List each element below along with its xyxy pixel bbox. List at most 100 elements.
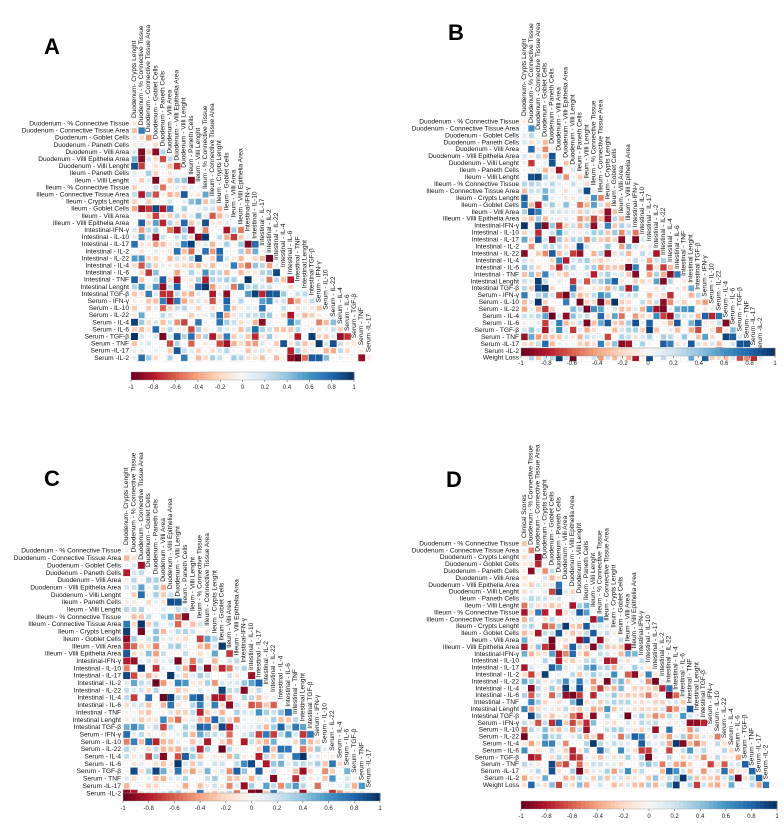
- heatmap-cell: [218, 664, 226, 672]
- heatmap-cell: [146, 256, 152, 261]
- heatmap-cell: [146, 327, 151, 332]
- row-label: Duodenum - % Connective Tissue: [419, 540, 519, 547]
- heatmap-cell: [182, 679, 189, 687]
- colorbar-segment: [183, 372, 188, 380]
- heatmap-cell: [182, 327, 187, 332]
- heatmap-cell: [240, 686, 248, 694]
- heatmap-cell: [577, 672, 583, 677]
- heatmap-cell: [536, 265, 541, 270]
- heatmap-cell: [211, 342, 215, 346]
- colorbar-segment: [217, 793, 222, 801]
- heatmap-cell: [296, 285, 300, 289]
- heatmap-cell: [292, 775, 300, 782]
- column-label: Serum - IL-22: [721, 697, 728, 738]
- heatmap-cell: [161, 349, 165, 353]
- heatmap-cell: [522, 672, 527, 677]
- heatmap-cell: [640, 341, 646, 347]
- column-label: Serum - TGF-β: [351, 294, 358, 339]
- heatmap-cell: [522, 548, 527, 553]
- heatmap-cell: [605, 341, 611, 347]
- colorbar-segment: [234, 793, 240, 801]
- heatmap-cell: [549, 603, 555, 608]
- heatmap-cell: [270, 724, 277, 730]
- heatmap-cell: [196, 220, 201, 226]
- colorbar-tick-label: -0.2: [215, 385, 226, 391]
- heatmap-cell: [639, 686, 645, 691]
- heatmap-cell: [604, 657, 611, 664]
- heatmap-cell: [597, 644, 603, 650]
- heatmap-cell: [619, 721, 623, 725]
- colorbar-segment: [260, 793, 265, 801]
- heatmap-cell: [604, 727, 610, 733]
- heatmap-cell: [197, 761, 203, 767]
- heatmap-cell: [278, 717, 284, 723]
- heatmap-cell: [535, 229, 542, 236]
- heatmap-cell: [184, 703, 187, 707]
- heatmap-cell: [537, 659, 540, 662]
- heatmap-cell: [220, 783, 225, 789]
- heatmap-cell: [522, 575, 527, 581]
- heatmap-cell: [605, 230, 611, 236]
- colorbar-segment: [745, 348, 750, 356]
- heatmap-cell: [218, 306, 222, 310]
- row-label: Intestinal - IL-10: [74, 665, 122, 672]
- heatmap-cell: [542, 167, 548, 173]
- colorbar-segment: [331, 372, 336, 380]
- heatmap-cell: [521, 222, 528, 230]
- heatmap-cell: [563, 706, 569, 712]
- heatmap-cell: [591, 341, 597, 347]
- heatmap-cell: [217, 291, 222, 297]
- heatmap-cell: [209, 248, 216, 255]
- heatmap-cell: [234, 702, 240, 708]
- row-label: Serum - IL-4: [482, 740, 519, 747]
- heatmap-cell: [585, 356, 589, 360]
- heatmap-cell: [522, 541, 527, 546]
- heatmap-cell: [598, 264, 604, 271]
- heatmap-cell: [124, 754, 130, 759]
- heatmap-cell: [619, 658, 624, 663]
- heatmap-cell: [548, 719, 556, 726]
- colorbar-segment: [584, 348, 590, 356]
- heatmap-cell: [604, 222, 611, 229]
- heatmap-cell: [181, 319, 188, 326]
- row-label: Ileum - Goblet Cells: [63, 636, 122, 643]
- heatmap-cell: [632, 319, 640, 327]
- colorbar-segment: [643, 348, 649, 356]
- heatmap-cell: [666, 726, 673, 733]
- heatmap-cell: [604, 215, 612, 223]
- colorbar-segment: [588, 348, 594, 356]
- heatmap-cell: [252, 340, 258, 347]
- heatmap-cell: [536, 576, 540, 580]
- heatmap-cell: [543, 279, 548, 284]
- heatmap-cell: [584, 216, 590, 222]
- row-label: Ileum - Villi Area: [471, 209, 519, 216]
- heatmap-cell: [345, 341, 350, 346]
- heatmap-cell: [695, 313, 701, 319]
- heatmap-cell: [138, 354, 145, 362]
- heatmap-cell: [556, 319, 563, 327]
- heatmap-cell: [175, 613, 182, 620]
- heatmap-cell: [557, 341, 562, 346]
- heatmap-cell: [577, 341, 583, 347]
- heatmap-cell: [619, 334, 625, 340]
- heatmap-cell: [653, 305, 660, 313]
- heatmap-cell: [197, 768, 203, 774]
- heatmap-cell: [627, 238, 631, 242]
- heatmap-cell: [639, 665, 644, 670]
- column-label: Duodenum- Crypts Lenght: [123, 467, 130, 545]
- heatmap-cell: [267, 356, 272, 360]
- heatmap-cell: [535, 355, 541, 361]
- row-label: Serum -IL-17: [481, 768, 520, 775]
- heatmap-cell: [564, 604, 568, 607]
- heatmap-cell: [235, 733, 239, 736]
- row-label: Intestinal-IFN-γ: [84, 227, 129, 234]
- heatmap-cell: [570, 658, 576, 664]
- heatmap-cell: [590, 692, 597, 699]
- heatmap-cell: [570, 672, 576, 677]
- heatmap-cell: [660, 298, 667, 306]
- heatmap-cell: [578, 272, 582, 276]
- heatmap-cell: [300, 776, 306, 781]
- heatmap-cell: [598, 651, 603, 657]
- heatmap-cell: [205, 651, 210, 656]
- heatmap-cell: [219, 761, 225, 767]
